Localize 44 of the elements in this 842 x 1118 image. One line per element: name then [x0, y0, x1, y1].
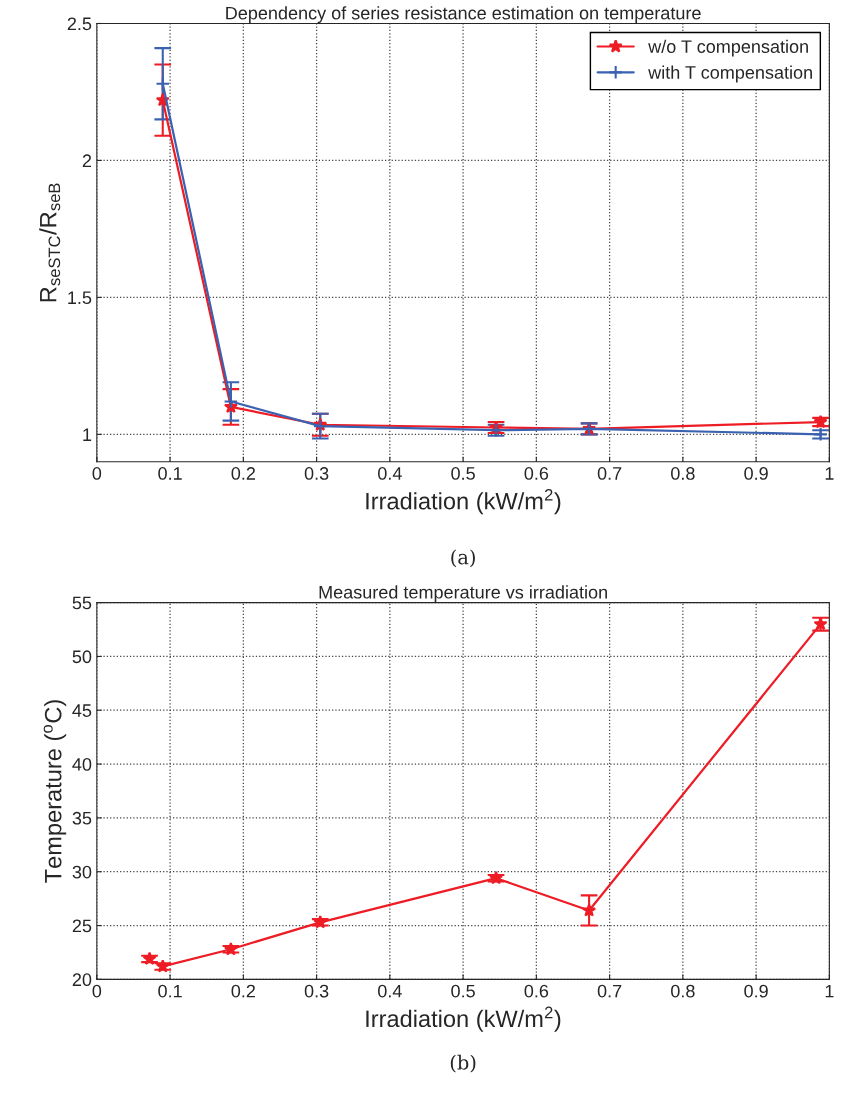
chart-title: Dependency of series resistance estimation on temperature — [226, 6, 701, 24]
x-tick-label: 0.9 — [744, 984, 768, 998]
y-tick-label: 20 — [72, 973, 92, 987]
x-tick-label: 0.2 — [231, 467, 255, 480]
x-tick-label: 1 — [825, 984, 834, 998]
text: (b) — [450, 1054, 476, 1073]
y-tick-label: 40 — [72, 758, 92, 771]
x-tick-label: 0.3 — [304, 984, 329, 998]
y-tick-label: 35 — [72, 811, 92, 825]
y-tick-label: 25 — [72, 919, 92, 933]
x-tick-label: 0.6 — [524, 467, 549, 480]
x-tick-label: 0.4 — [378, 467, 402, 480]
x-tick-label: 0.8 — [671, 984, 695, 998]
legend-label: with T compensation — [648, 65, 812, 83]
x-tick-label: 0.4 — [378, 984, 402, 998]
x-tick-label: 0.8 — [671, 467, 695, 480]
legend-label: w/o T compensation — [648, 39, 808, 57]
y-axis-title: Temperature ($^{o}$C) — [43, 700, 67, 883]
x-tick-label: 0.1 — [158, 467, 182, 480]
x-tick-label: 0.7 — [597, 467, 622, 480]
y-tick-label: 1 — [83, 428, 92, 441]
x-tick-label: 0.2 — [231, 984, 255, 998]
y-tick-label: 1.5 — [68, 291, 92, 305]
x-tick-label: 0.1 — [158, 984, 182, 998]
y-tick-label: 2 — [82, 154, 92, 167]
x-tick-label: 0.3 — [304, 467, 329, 480]
text: (a) — [451, 549, 475, 568]
x-tick-label: 0.5 — [451, 467, 475, 480]
x-tick-label: 1 — [825, 467, 834, 480]
x-tick-label: 0.6 — [524, 984, 549, 998]
y-tick-label: 45 — [72, 704, 92, 717]
x-tick-label: 0.7 — [597, 984, 622, 998]
x-tick-label: 0 — [92, 467, 102, 480]
y-tick-label: 2.5 — [67, 17, 92, 31]
y-tick-label: 50 — [72, 650, 92, 664]
x-tick-label: 0.5 — [451, 984, 475, 998]
chart-title: Measured temperature vs irradiation — [319, 585, 607, 603]
x-axis-title: Irradiation (kW/m$^{2}$) — [366, 488, 561, 515]
y-tick-label: 55 — [72, 596, 92, 610]
x-tick-label: 0 — [92, 984, 102, 998]
y-tick-label: 30 — [72, 865, 92, 879]
x-axis-title: Irradiation (kW/m$^{2}$) — [366, 1006, 561, 1032]
x-tick-label: 0.9 — [744, 467, 768, 480]
y-axis-title: R$_{seSTC}$/R$_{seB}$ — [39, 183, 61, 302]
